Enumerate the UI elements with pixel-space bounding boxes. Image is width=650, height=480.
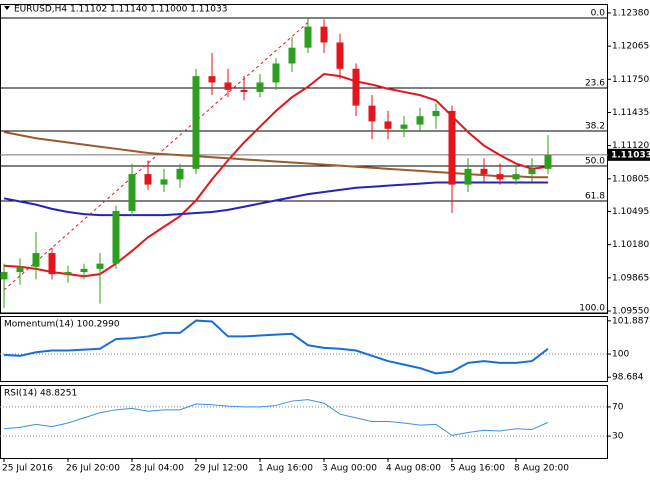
candle-body	[112, 210, 120, 264]
candle-body	[544, 155, 552, 169]
y-tick-label: 1.10180	[612, 240, 649, 250]
y-tick-label: 1.11750	[612, 75, 649, 85]
candle-body	[80, 268, 88, 273]
panel-frame	[0, 385, 608, 459]
panel-title: RSI(14) 48.8251	[4, 389, 77, 399]
y-tick-label: 101.8878	[612, 316, 650, 326]
moving-average	[3, 72, 549, 278]
x-tick-label: 5 Aug 16:00	[450, 464, 505, 474]
candle-body	[336, 42, 344, 69]
candle-body	[288, 47, 296, 64]
candle-body	[240, 89, 248, 92]
y-tick-label: 1.09550	[612, 306, 649, 316]
y-tick-label: 30	[612, 432, 624, 442]
x-tick-label: 4 Aug 08:00	[386, 464, 441, 474]
candle-body	[144, 174, 152, 185]
candle-body	[128, 174, 136, 211]
candle-body	[192, 76, 200, 169]
chart-title: EURUSD,H4 1.11102 1.11140 1.11000 1.1103…	[14, 5, 227, 15]
candle-body	[160, 179, 168, 185]
candle-body	[528, 168, 536, 175]
x-tick-label: 26 Jul 20:00	[66, 464, 120, 474]
indicator-line	[3, 319, 549, 375]
candle-body	[0, 272, 8, 280]
y-tick-label: 1.12380	[612, 8, 649, 18]
header-arrow	[4, 6, 10, 10]
candle-body	[368, 105, 376, 122]
candle-body	[208, 76, 216, 83]
y-tick-label: 1.10495	[612, 207, 649, 217]
moving-average	[3, 181, 548, 217]
candle-body	[176, 168, 184, 180]
candle-body	[512, 174, 520, 180]
candle-body	[32, 253, 40, 267]
candle-body	[224, 82, 232, 90]
y-tick-label: 1.12065	[612, 42, 649, 52]
candle-body	[96, 263, 104, 269]
candle-body	[480, 168, 488, 175]
panel-frame	[0, 316, 608, 382]
panel-title: Momentum(14) 100.2990	[4, 320, 120, 330]
x-tick-label: 8 Aug 20:00	[514, 464, 569, 474]
candle-body	[400, 124, 408, 129]
candle-body	[16, 266, 24, 273]
y-tick-label: 98.684	[612, 373, 644, 383]
x-tick-label: 28 Jul 04:00	[130, 464, 184, 474]
y-tick-label: 1.11435	[612, 108, 649, 118]
indicator-line	[3, 399, 549, 436]
candle-body	[320, 26, 328, 43]
fib-level-label: 0.0	[591, 9, 606, 19]
trend-line	[3, 22, 309, 291]
candle-body	[272, 63, 280, 83]
y-tick-label: 1.09865	[612, 273, 649, 283]
x-tick-label: 1 Aug 16:00	[258, 464, 313, 474]
moving-average	[3, 130, 548, 179]
y-tick-label: 1.10805	[612, 174, 649, 184]
candle-body	[48, 253, 56, 275]
fib-level-label: 50.0	[585, 156, 605, 166]
y-tick-label: 100	[612, 350, 629, 360]
candle-body	[352, 68, 360, 106]
x-tick-label: 3 Aug 00:00	[322, 464, 377, 474]
last-price-label: 1.11033	[611, 150, 650, 160]
y-tick-label: 70	[612, 402, 624, 412]
fib-level-label: 61.8	[585, 191, 605, 201]
candle-body	[464, 168, 472, 185]
candle-body	[416, 116, 424, 125]
fib-level-label: 100.0	[579, 304, 605, 314]
candle-body	[432, 110, 440, 117]
candle-body	[64, 272, 72, 275]
last-price-box	[608, 148, 650, 161]
candle-body	[304, 26, 312, 48]
fib-level-label: 23.6	[585, 78, 605, 88]
candle-body	[448, 110, 456, 185]
x-tick-label: 25 Jul 2016	[2, 464, 53, 474]
candle-body	[496, 174, 504, 180]
fib-level-label: 38.2	[585, 122, 605, 132]
candle-body	[256, 82, 264, 92]
candle-body	[384, 121, 392, 129]
y-tick-label: 1.11120	[612, 141, 649, 151]
x-tick-label: 29 Jul 12:00	[194, 464, 248, 474]
